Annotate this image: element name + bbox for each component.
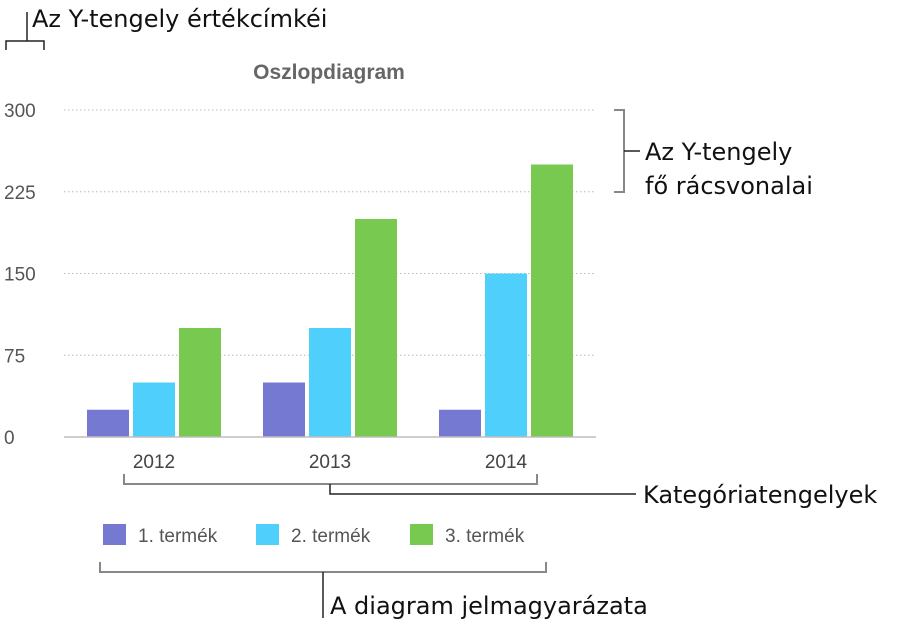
bar-2012-series-2 xyxy=(133,382,175,437)
bars xyxy=(87,164,573,437)
annotation-gridlines-line2: fő rácsvonalai xyxy=(645,172,813,200)
y-axis-tick-labels: 0 75 150 225 300 xyxy=(4,101,36,449)
annotation-category-axis: Kategóriatengelyek xyxy=(643,481,877,509)
legend-label: 3. termék xyxy=(445,526,525,547)
legend-swatch xyxy=(256,524,279,545)
gridlines-bracket xyxy=(614,109,625,193)
legend-swatch xyxy=(410,524,433,545)
bar-2012-series-1 xyxy=(87,409,129,437)
chart-title: Oszlopdiagram xyxy=(253,61,405,84)
y-tick-label: 150 xyxy=(4,265,36,286)
annotation-gridlines-line1: Az Y-tengely xyxy=(645,138,792,166)
legend-item: 3. termék xyxy=(410,524,525,547)
gridlines xyxy=(64,109,596,356)
bar-2013-series-2 xyxy=(309,328,351,437)
legend-item: 2. termék xyxy=(256,524,371,547)
legend-label: 1. termék xyxy=(138,526,218,547)
category-axis-leader xyxy=(329,484,636,495)
category-label: 2012 xyxy=(133,452,175,473)
y-value-labels-bracket xyxy=(5,40,45,50)
legend-bracket xyxy=(99,562,547,573)
bar-2014-series-2 xyxy=(485,273,527,437)
y-tick-label: 0 xyxy=(4,428,15,449)
legend-item: 1. termék xyxy=(103,524,218,547)
bar-2014-series-1 xyxy=(439,409,481,437)
bar-2013-series-1 xyxy=(263,382,305,437)
category-labels: 2012 2013 2014 xyxy=(133,452,528,473)
legend-swatch xyxy=(103,524,126,545)
annotation-legend: A diagram jelmagyarázata xyxy=(330,592,648,620)
y-tick-label: 300 xyxy=(4,101,36,122)
annotation-y-value-labels: Az Y-tengely értékcímkéi xyxy=(32,5,327,33)
legend-label: 2. termék xyxy=(291,526,371,547)
bar-2012-series-3 xyxy=(179,328,221,437)
bar-2014-series-3 xyxy=(531,164,573,437)
y-tick-label: 225 xyxy=(4,183,36,204)
bar-2013-series-3 xyxy=(355,219,397,437)
category-axis-bracket xyxy=(123,474,538,485)
category-label: 2013 xyxy=(309,452,351,473)
legend: 1. termék 2. termék 3. termék xyxy=(103,524,525,547)
category-label: 2014 xyxy=(485,452,528,473)
y-tick-label: 75 xyxy=(4,346,25,367)
